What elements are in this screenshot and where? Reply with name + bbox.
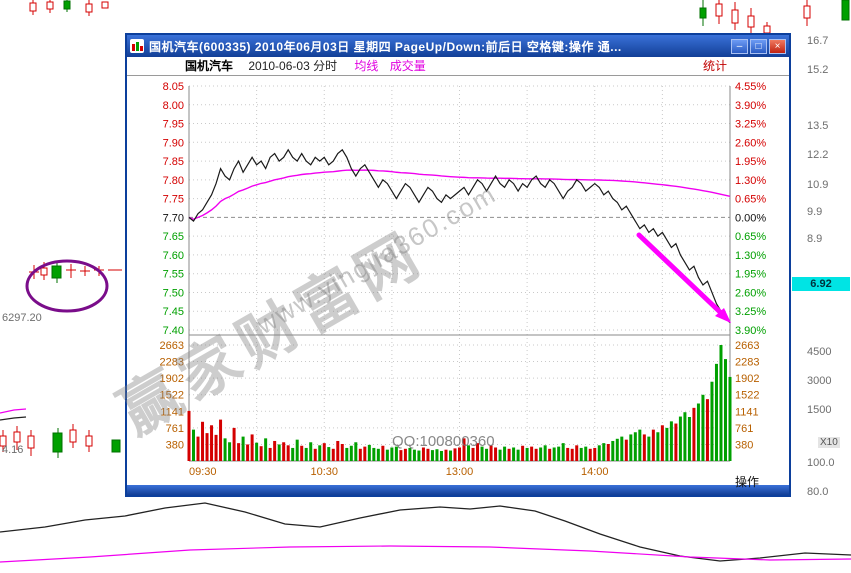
candlestick-cluster-topleft [29, 0, 109, 16]
volume-axis-label: 380 [735, 439, 753, 451]
stock-name: 国机汽车 [185, 59, 234, 73]
quote-popup-window: 国机汽车(600335) 2010年06月03日 星期四 PageUp/Down… [125, 33, 791, 497]
price-axis-label: 8.05 [163, 81, 184, 93]
background-axis-label: 100.0 [807, 457, 835, 469]
price-line [188, 148, 731, 323]
time-axis-label: 09:30 [189, 466, 217, 478]
price-axis-label: 7.65 [163, 231, 184, 243]
time-axis-label: 10:30 [310, 466, 338, 478]
action-menu[interactable]: 操作 [734, 475, 759, 489]
percent-axis-label: 4.55% [735, 81, 766, 93]
background-axis-label: 1500 [807, 404, 832, 416]
background-ma-fragment [0, 408, 27, 421]
volume-bars [187, 345, 732, 461]
volume-axis-label: 2663 [160, 340, 184, 352]
background-axis-label: 10.9 [807, 179, 829, 191]
chart-header: 国机汽车 2010-06-03 分时 均线 成交量 统计 [127, 57, 789, 76]
drop-arrow [636, 232, 723, 315]
percent-axis-label: 3.90% [735, 100, 766, 112]
highlight-ellipse-annotation [25, 259, 109, 313]
chart-date-label: 2010-06-03 分时 [248, 59, 338, 73]
background-axis-label: 4500 [807, 346, 832, 358]
volume-axis-label: 1141 [160, 406, 184, 418]
percent-axis-label: 1.30% [735, 250, 766, 262]
volume-axis-label: 2663 [735, 340, 759, 352]
background-axis-label: 6297.20 [2, 312, 42, 324]
window-title: 国机汽车(600335) 2010年06月03日 星期四 PageUp/Down… [149, 39, 622, 54]
price-axis-label: 7.95 [163, 119, 184, 131]
percent-axis-label: 3.25% [735, 119, 766, 131]
volume-axis-label: 2283 [735, 357, 759, 369]
percent-axis-label: 1.95% [735, 156, 766, 168]
price-axis-label: 7.90 [163, 137, 184, 149]
background-axis-label: X10 [818, 437, 840, 448]
background-axis-label: 13.5 [807, 120, 829, 132]
price-axis-label: 7.60 [163, 250, 184, 262]
volume-axis-label: 1522 [160, 390, 184, 402]
price-axis-label: 7.75 [163, 194, 184, 206]
time-axis-label: 13:00 [446, 466, 474, 478]
average-price-line [188, 169, 731, 221]
percent-axis-label: 3.90% [735, 325, 766, 337]
percent-axis-label: 2.60% [735, 287, 766, 299]
background-axis-label: 3000 [807, 375, 832, 387]
percent-axis-label: 0.65% [735, 231, 766, 243]
volume-axis-label: 1902 [735, 373, 759, 385]
percent-axis-label: 1.95% [735, 269, 766, 281]
price-axis-label: 7.85 [163, 156, 184, 168]
intraday-chart[interactable]: 8.05 4.55% 8.00 3.90% 7.95 3.25% 7.90 2.60% 7.85… [127, 77, 789, 481]
stats-button[interactable]: 统计 [702, 59, 727, 73]
time-axis-label: 14:00 [581, 466, 609, 478]
volume-label[interactable]: 成交量 [389, 59, 426, 73]
close-button[interactable]: × [769, 38, 786, 54]
window-titlebar[interactable]: 国机汽车(600335) 2010年06月03日 星期四 PageUp/Down… [127, 35, 789, 57]
volume-axis-label: 380 [166, 439, 184, 451]
background-axis-label: 80.0 [807, 486, 829, 498]
background-axis-label: 15.2 [807, 64, 829, 76]
window-controls: – □ × [729, 38, 786, 54]
percent-axis-label: 0.00% [735, 212, 766, 224]
price-axis-label: 7.70 [163, 212, 184, 224]
window-bottom-frame [127, 485, 789, 495]
background-axis-label: 16.7 [807, 35, 829, 47]
background-axis-label: 12.2 [807, 149, 829, 161]
price-axis-label: 7.40 [163, 325, 184, 337]
price-axis-label: 8.00 [163, 100, 184, 112]
background-axis-label: 9.9 [807, 206, 823, 218]
candlestick-cluster-midleft [29, 261, 122, 283]
background-axis-label: 8.9 [807, 233, 823, 245]
drop-arrow-head [715, 308, 731, 323]
volume-axis-label: 1902 [160, 373, 184, 385]
volume-axis-label: 2283 [160, 357, 184, 369]
percent-axis-label: 2.60% [735, 137, 766, 149]
candlestick-cluster-topright [699, 0, 850, 34]
background-indicator-lines [0, 502, 851, 563]
price-axis-label: 7.80 [163, 175, 184, 187]
volume-axis-label: 1522 [735, 390, 759, 402]
volume-axis-label: 761 [166, 423, 184, 435]
volume-axis-label: 761 [735, 423, 753, 435]
ma-line-label[interactable]: 均线 [354, 59, 379, 73]
volume-axis-label: 1141 [735, 406, 759, 418]
percent-axis-label: 3.25% [735, 306, 766, 318]
candlestick-cluster-bottomleft [0, 424, 121, 458]
app-icon [130, 39, 144, 53]
minimize-button[interactable]: – [731, 38, 748, 54]
percent-axis-label: 0.65% [735, 194, 766, 206]
price-axis-label: 7.55 [163, 269, 184, 281]
background-axis-label: 4.16 [2, 444, 24, 456]
maximize-button[interactable]: □ [750, 38, 767, 54]
price-axis-label: 7.45 [163, 306, 184, 318]
current-price-badge: 6.92 [792, 277, 850, 291]
percent-axis-label: 1.30% [735, 175, 766, 187]
price-axis-label: 7.50 [163, 287, 184, 299]
